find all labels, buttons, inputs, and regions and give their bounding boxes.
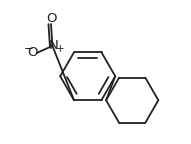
Text: +: + bbox=[55, 44, 64, 54]
Text: O: O bbox=[28, 46, 38, 59]
Text: −: − bbox=[24, 42, 34, 55]
Text: N: N bbox=[49, 39, 59, 52]
Text: O: O bbox=[46, 12, 57, 25]
